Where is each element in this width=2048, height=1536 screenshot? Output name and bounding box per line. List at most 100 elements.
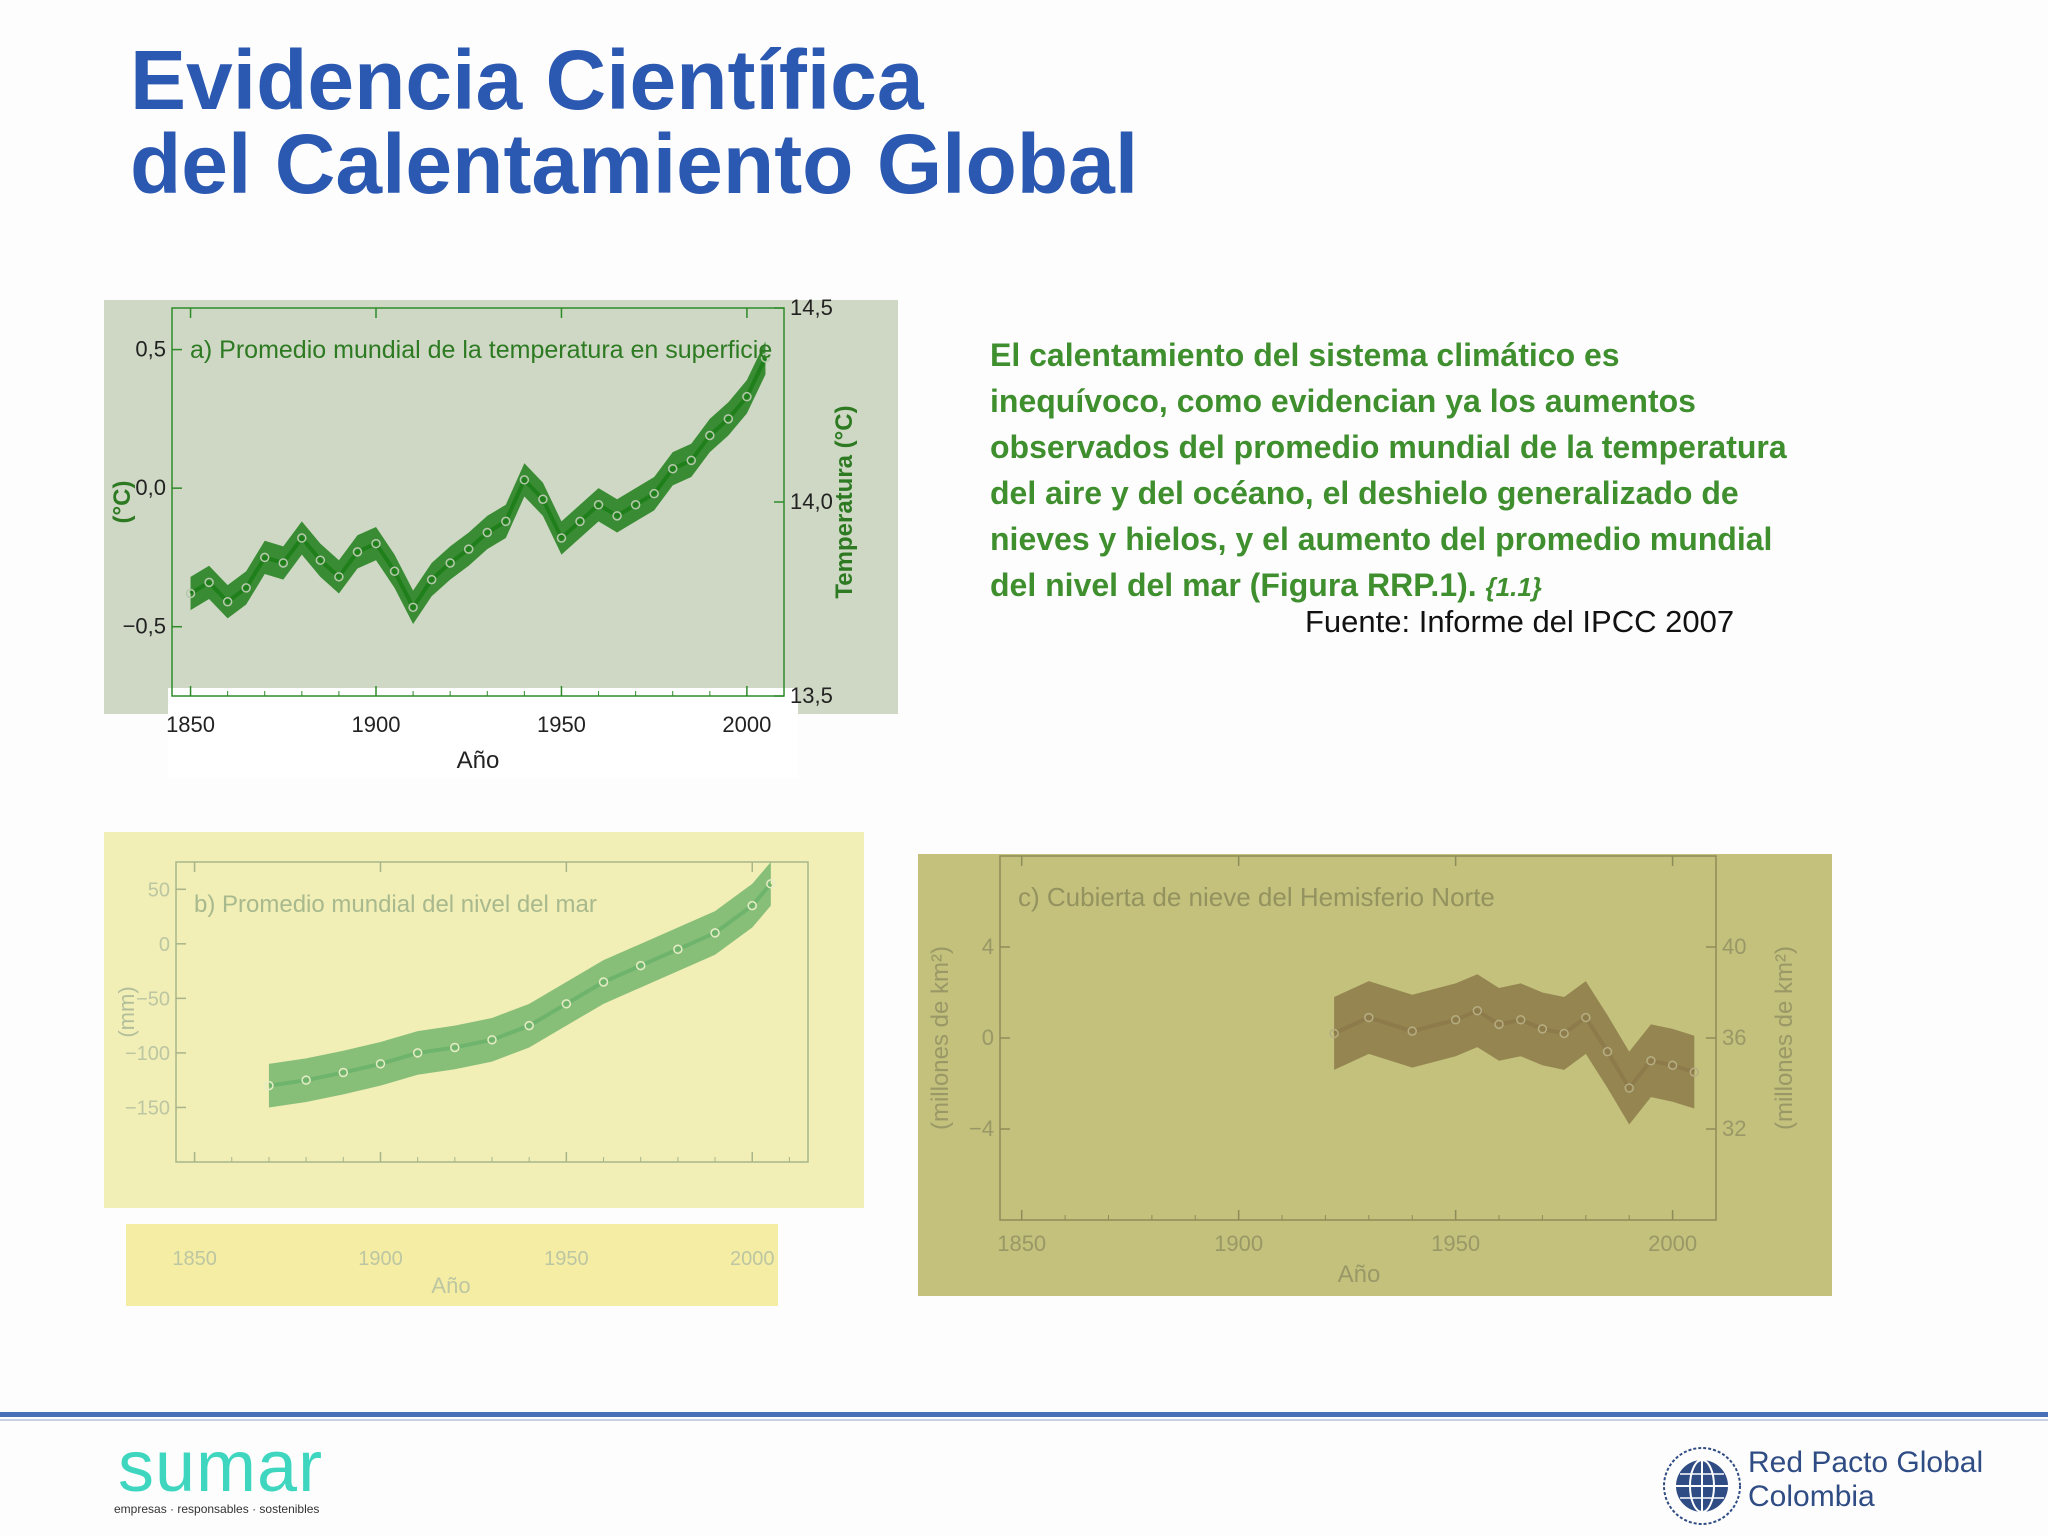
temp-y-tick-label: 0,0	[135, 475, 166, 500]
snow-uncertainty-band	[1334, 974, 1695, 1125]
temp-title: a) Promedio mundial de la temperatura en…	[190, 336, 772, 364]
snow-data-point	[1364, 1012, 1374, 1023]
temp-data-point	[408, 602, 418, 613]
sea-data-point	[635, 960, 646, 971]
sea-x-tick-label: 1950	[544, 1248, 589, 1270]
temp-data-point	[723, 414, 734, 424]
snow-data-point	[1646, 1056, 1656, 1066]
sea-x-label: Año	[431, 1273, 470, 1298]
temp-y-tick-label: −0,5	[123, 614, 166, 639]
chart-temperature: 1850 1900 1950 2000 0,5 0,0 −0,5 14,5 14,0 13,5 a)…	[109, 295, 858, 774]
temp-data-point	[593, 500, 604, 510]
snow-data-point	[1537, 1024, 1548, 1034]
snow-y-tick-label: 0	[982, 1025, 994, 1050]
title-line-2: del Calentamiento Global	[130, 117, 1139, 211]
snow-data-point	[1559, 1028, 1569, 1039]
snow-x-tick-label: 1900	[1214, 1231, 1263, 1256]
temp-series-line	[189, 357, 768, 612]
snow-data-point	[1472, 1005, 1483, 1016]
temp-data-point	[463, 544, 474, 554]
chart-temperature-x-axis-strip	[168, 688, 798, 778]
sea-y-tick-label: 0	[159, 934, 170, 956]
sea-data-point	[487, 1035, 497, 1045]
red-pacto-global-logo: Red Pacto Global Colombia	[1656, 1434, 1983, 1534]
snow-data-point	[1329, 1028, 1339, 1039]
snow-y-right-label: (millones de km²)	[1771, 946, 1798, 1130]
temp-data-point	[278, 558, 289, 568]
ipcc-statement-ref: {1.1}	[1485, 572, 1542, 602]
sea-data-point	[747, 900, 757, 911]
sumar-logo-tagline: empresas · responsables · sostenibles	[114, 1502, 320, 1516]
sea-title: b) Promedio mundial del nivel del mar	[194, 891, 597, 918]
chart-sea-level: 1850 1900 1950 2000 50 0 −50 −100 −150 b) Promedi…	[114, 861, 809, 1298]
sea-data-point	[710, 928, 720, 938]
temp-data-point	[371, 538, 381, 549]
temp-data-point	[445, 558, 455, 568]
temp-x-label: Año	[457, 747, 500, 774]
temp-x-tick-label: 1900	[352, 712, 401, 737]
snow-data-point	[1494, 1019, 1504, 1030]
sea-y-label: (mm)	[114, 986, 139, 1037]
snow-data-point	[1515, 1015, 1526, 1025]
temp-plot-frame	[171, 307, 785, 697]
temp-x-tick-label: 2000	[722, 712, 771, 737]
sea-data-point	[561, 999, 572, 1009]
snow-y-tick-label: 4	[982, 934, 994, 959]
temp-data-point	[742, 391, 752, 402]
sumar-logo: sumar empresas · responsables · sostenib…	[112, 1427, 352, 1522]
snow-title: c) Cubierta de nieve del Hemisferio Nort…	[1018, 882, 1495, 912]
sea-data-point	[673, 944, 683, 955]
sea-data-point	[766, 879, 776, 889]
source-note: Fuente: Informe del IPCC 2007	[1305, 604, 1735, 639]
temp-data-point	[519, 475, 530, 485]
temp-y-right-label: Temperatura (°C)	[831, 405, 858, 598]
snow-x-tick-label: 1850	[997, 1231, 1046, 1256]
temp-data-point	[705, 430, 715, 441]
temp-y-right-tick-label: 13,5	[790, 683, 833, 708]
sea-x-tick-label: 2000	[730, 1248, 775, 1270]
chart-sea-level-panel: 1850 1900 1950 2000 50 0 −50 −100 −150 b) Promedi…	[104, 832, 864, 1298]
temp-data-point	[649, 488, 659, 499]
rpg-logo-line-1: Red Pacto Global	[1748, 1446, 1984, 1479]
temp-y-label: (°C)	[109, 481, 136, 524]
sea-x-tick-label: 1850	[172, 1248, 217, 1270]
slide-title: Evidencia Científica del Calentamiento G…	[130, 38, 1138, 206]
temp-data-point	[204, 577, 214, 588]
rpg-logo-line-2: Colombia	[1748, 1480, 1875, 1513]
sea-x-tick-label: 1900	[358, 1248, 403, 1270]
temp-data-point	[297, 533, 307, 543]
temp-data-point	[667, 463, 678, 474]
snow-data-point	[1667, 1060, 1678, 1071]
chart-temperature-panel: 1850 1900 1950 2000 0,5 0,0 −0,5 14,5 14,0 13,5 a)…	[104, 295, 898, 778]
footer-divider-shadow	[0, 1419, 2048, 1421]
snow-y-right-tick-label: 36	[1722, 1025, 1746, 1050]
snow-data-point	[1689, 1067, 1700, 1077]
sea-data-point	[301, 1075, 311, 1085]
snow-data-point	[1581, 1012, 1591, 1023]
temp-uncertainty-band	[190, 341, 766, 624]
temp-data-point	[612, 511, 622, 521]
temp-data-point	[538, 494, 548, 504]
ipcc-statement-text: El calentamiento del sistema climático e…	[990, 337, 1787, 603]
sea-series-line	[268, 882, 773, 1088]
global-compact-globe-icon	[1663, 1447, 1741, 1525]
temp-data-point	[222, 597, 233, 607]
snow-y-right-tick-label: 32	[1722, 1116, 1746, 1141]
temp-data-point	[630, 500, 641, 510]
temp-data-point	[241, 583, 251, 593]
snow-y-label: (millones de km²)	[927, 946, 954, 1130]
sea-data-point	[524, 1020, 534, 1031]
temp-data-point	[556, 533, 567, 543]
temp-data-point	[389, 566, 400, 577]
snow-x-tick-label: 1950	[1431, 1231, 1480, 1256]
title-line-1: Evidencia Científica	[130, 33, 924, 127]
sea-data-point	[264, 1080, 274, 1091]
temp-data-point	[575, 516, 585, 527]
temp-x-tick-label: 1950	[537, 712, 586, 737]
sea-data-point	[338, 1067, 349, 1078]
snow-y-right-tick-label: 40	[1722, 934, 1746, 959]
snow-data-point	[1602, 1046, 1613, 1057]
temp-data-point	[501, 516, 511, 527]
